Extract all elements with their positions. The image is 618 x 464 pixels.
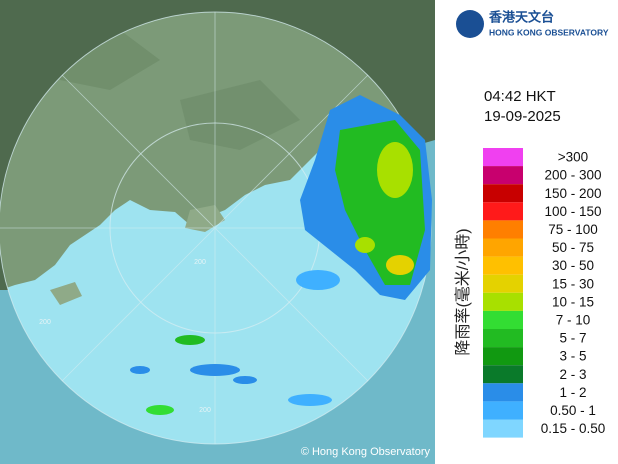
logo-english: HONG KONG OBSERVATORY — [489, 27, 609, 37]
legend-label: 5 - 7 — [559, 331, 586, 346]
legend-swatch — [483, 419, 523, 438]
legend-swatch — [483, 274, 523, 293]
logo-mark — [456, 10, 484, 38]
legend-label: 10 - 15 — [552, 294, 594, 309]
legend-swatch — [483, 202, 523, 221]
copyright: © Hong Kong Observatory — [301, 446, 431, 458]
legend-label: 0.50 - 1 — [550, 403, 596, 418]
legend-swatch — [483, 148, 523, 167]
map-area: 200 200 200 © Hong Kong Observatory — [0, 0, 435, 464]
legend-swatch — [483, 238, 523, 257]
legend-swatch — [483, 347, 523, 366]
legend-label: 2 - 3 — [559, 367, 586, 382]
legend-label: 7 - 10 — [556, 313, 591, 328]
ring-label: 200 — [199, 407, 211, 414]
legend-title: 降雨率(毫米/小時) — [453, 228, 472, 355]
legend-label: 3 - 5 — [559, 349, 586, 364]
side-panel — [435, 0, 618, 464]
legend-swatch — [483, 220, 523, 239]
legend-label: 200 - 300 — [544, 168, 601, 183]
date: 19-09-2025 — [484, 108, 561, 125]
legend-label: 150 - 200 — [544, 186, 601, 201]
legend-swatch — [483, 184, 523, 203]
legend-label: 1 - 2 — [559, 385, 586, 400]
rain-echoes — [130, 95, 432, 415]
legend-swatch — [483, 365, 523, 384]
legend-swatch — [483, 310, 523, 329]
legend-swatch — [483, 383, 523, 402]
ring-label: 200 — [39, 319, 51, 326]
time: 04:42 HKT — [484, 88, 556, 105]
logo-chinese: 香港天文台 — [488, 9, 554, 24]
legend-label: 0.15 - 0.50 — [541, 421, 606, 436]
legend-swatch — [483, 329, 523, 348]
legend-swatch — [483, 401, 523, 420]
legend-swatch — [483, 256, 523, 275]
terrain — [180, 80, 300, 150]
legend-label: 50 - 75 — [552, 240, 594, 255]
legend-label: >300 — [558, 150, 588, 165]
legend-swatch — [483, 166, 523, 185]
island — [50, 282, 82, 305]
legend-label: 15 - 30 — [552, 276, 594, 291]
legend: >300 200 - 300 150 - 200 100 - 150 75 - 100 5… — [483, 148, 605, 438]
ring-label: 200 — [194, 259, 206, 266]
legend-label: 100 - 150 — [544, 204, 601, 219]
legend-swatch — [483, 292, 523, 311]
legend-label: 30 - 50 — [552, 258, 594, 273]
legend-label: 75 - 100 — [548, 222, 598, 237]
